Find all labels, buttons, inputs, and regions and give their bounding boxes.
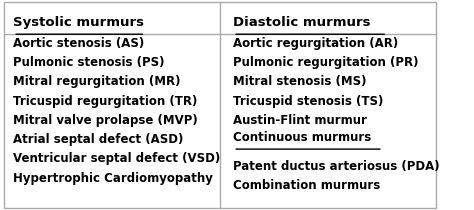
Text: Combination murmurs: Combination murmurs <box>233 179 381 192</box>
Text: Austin-Flint murmur: Austin-Flint murmur <box>233 114 367 127</box>
Text: Diastolic murmurs: Diastolic murmurs <box>233 16 371 29</box>
Text: Mitral stenosis (MS): Mitral stenosis (MS) <box>233 75 367 88</box>
Text: Mitral valve prolapse (MVP): Mitral valve prolapse (MVP) <box>13 114 198 127</box>
Text: Aortic stenosis (AS): Aortic stenosis (AS) <box>13 37 145 50</box>
Text: Tricuspid stenosis (TS): Tricuspid stenosis (TS) <box>233 94 383 108</box>
Text: Mitral regurgitation (MR): Mitral regurgitation (MR) <box>13 75 181 88</box>
Text: Ventricular septal defect (VSD): Ventricular septal defect (VSD) <box>13 152 220 165</box>
Text: Pulmonic stenosis (PS): Pulmonic stenosis (PS) <box>13 56 164 69</box>
FancyBboxPatch shape <box>4 2 436 208</box>
Text: Atrial septal defect (ASD): Atrial septal defect (ASD) <box>13 133 183 146</box>
Text: Hypertrophic Cardiomyopathy: Hypertrophic Cardiomyopathy <box>13 172 213 185</box>
Text: Aortic regurgitation (AR): Aortic regurgitation (AR) <box>233 37 399 50</box>
Text: Pulmonic regurgitation (PR): Pulmonic regurgitation (PR) <box>233 56 419 69</box>
Text: Patent ductus arteriosus (PDA): Patent ductus arteriosus (PDA) <box>233 160 440 173</box>
Text: Tricuspid regurgitation (TR): Tricuspid regurgitation (TR) <box>13 94 198 108</box>
Text: Systolic murmurs: Systolic murmurs <box>13 16 144 29</box>
Text: Continuous murmurs: Continuous murmurs <box>233 131 372 144</box>
